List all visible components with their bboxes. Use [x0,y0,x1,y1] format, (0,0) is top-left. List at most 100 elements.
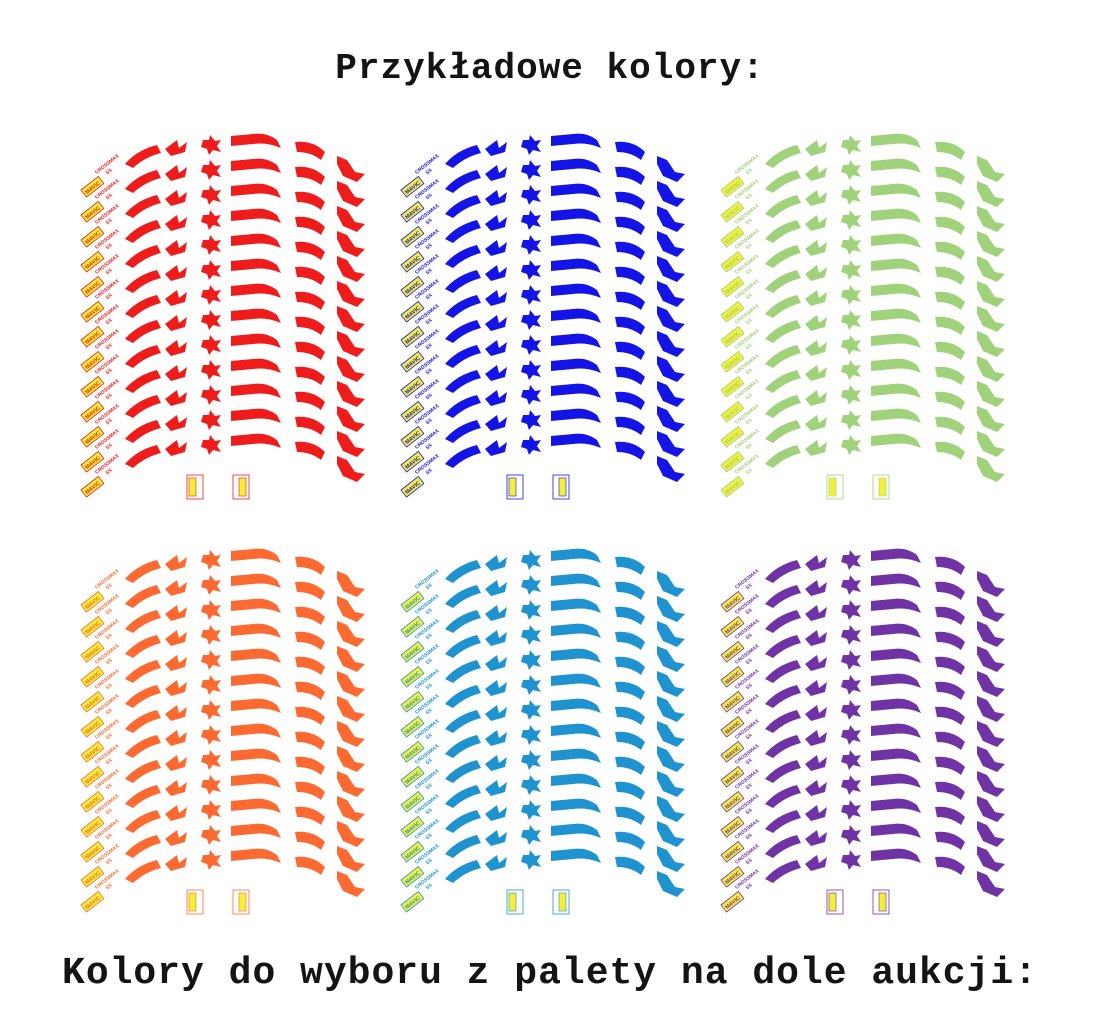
svg-text:SX: SX [105,657,114,666]
svg-text:SX: SX [105,367,114,376]
svg-text:SX: SX [745,757,754,766]
valve-decal [826,889,844,915]
svg-text:SX: SX [745,832,754,841]
svg-text:SX: SX [745,192,754,201]
svg-text:SX: SX [425,317,434,326]
svg-text:SX: SX [425,582,434,591]
svg-text:SX: SX [105,607,114,616]
svg-text:SX: SX [105,732,114,741]
svg-text:SX: SX [745,632,754,641]
svg-text:SX: SX [425,682,434,691]
svg-text:SX: SX [105,707,114,716]
svg-text:SX: SX [105,292,114,301]
svg-text:SX: SX [745,807,754,816]
decal-sheet-blue: MAVIC CROSSMAX SX MAVIC CROSSMAX SX MAVIC CROSS… [395,130,695,505]
palette-caption: Kolory do wyboru z palety na dole aukcji… [62,952,1038,995]
svg-text:SX: SX [745,317,754,326]
svg-text:SX: SX [425,242,434,251]
valve-decal [872,889,890,915]
svg-text:SX: SX [105,882,114,891]
valve-decal [186,474,204,500]
svg-text:SX: SX [425,442,434,451]
svg-text:SX: SX [105,242,114,251]
svg-text:SX: SX [425,267,434,276]
valve-decal [552,889,570,915]
svg-text:SX: SX [105,217,114,226]
decal-sheet-red: MAVIC CROSSMAX SX MAVIC CROSSMAX SX MAVIC CROSS… [75,130,375,505]
svg-text:SX: SX [745,367,754,376]
svg-text:SX: SX [425,467,434,476]
svg-text:SX: SX [105,342,114,351]
svg-text:SX: SX [745,217,754,226]
valve-decal [826,474,844,500]
svg-text:SX: SX [425,392,434,401]
svg-text:SX: SX [745,267,754,276]
svg-text:SX: SX [745,167,754,176]
svg-text:SX: SX [105,392,114,401]
svg-text:SX: SX [745,782,754,791]
svg-text:SX: SX [425,882,434,891]
svg-text:SX: SX [105,807,114,816]
decal-sheet-orange: MAVIC CROSSMAX SX MAVIC CROSSMAX SX MAVIC CROSS… [75,545,375,920]
svg-text:SX: SX [745,857,754,866]
valve-decal [186,889,204,915]
svg-text:SX: SX [105,682,114,691]
svg-text:SX: SX [745,682,754,691]
svg-text:SX: SX [425,857,434,866]
svg-text:SX: SX [425,292,434,301]
svg-text:SX: SX [105,832,114,841]
svg-text:SX: SX [105,317,114,326]
valve-decal [552,474,570,500]
svg-text:SX: SX [425,807,434,816]
svg-text:SX: SX [425,757,434,766]
